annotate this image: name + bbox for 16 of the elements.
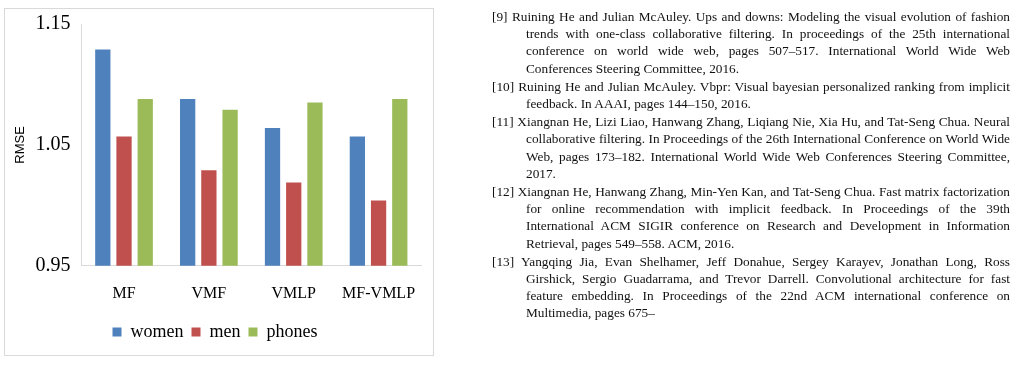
text: [13] Yangqing Jia, Evan Shelhamer, Jeff Donahue, Sergey Karayev, Jonathan Long, Ross Girshick, Sergio Guadarrama, and Trevor Darrell. Convolutional architecture for fast feature embedding. In Proceedings of the 22nd ACM international conference on Multimedia, pages 675–	[492, 252, 1010, 322]
y-tick-label: 1.05	[35, 132, 71, 155]
legend-label: women	[130, 320, 184, 341]
x-tick-label: MF-VMLP	[342, 283, 416, 301]
y-tick-label: 1.15	[35, 11, 71, 34]
text: [12] Xiangnan He, Hanwang Zhang, Min-Yen Kan, and Tat-Seng Chua. Fast matrix factorization for online recommendation with implicit feedback. In Proceedings of the 39th International ACM SIGIR conference on Research and Development in Information Retrieval, pages 549–558. ACM, 2016.	[492, 183, 1010, 252]
y-axis-title: RMSE	[12, 125, 28, 164]
legend-label: men	[209, 320, 241, 341]
text: [10] Ruining He and Julian McAuley. Vbpr: Visual bayesian personalized ranking from implicit feedback. In AAAI, pages 144–150, 2016.	[492, 77, 1010, 113]
text: [11] Xiangnan He, Lizi Liao, Hanwang Zhang, Liqiang Nie, Xia Hu, and Tat-Seng Chua. Neural collaborative filtering. In Proceedings of the 26th International Conference on World Wide Web, pages 173–182. International World Wide Web Conferences Steering Committee, 2017.	[492, 113, 1010, 183]
y-tick-label: 0.95	[35, 253, 71, 276]
text: [9] Ruining He and Julian McAuley. Ups and downs: Modeling the visual evolution of fashion trends with one-class collaborative filtering. In proceedings of the 25th international conference on world wide web, pages 507–517. International World Wide Web Conferences Steering Committee, 2016.	[492, 8, 1010, 77]
x-tick-label: VMF	[191, 283, 227, 301]
x-tick-label: VMLP	[271, 283, 317, 301]
x-tick-label: MF	[112, 283, 136, 301]
legend-label: phones	[266, 320, 318, 341]
